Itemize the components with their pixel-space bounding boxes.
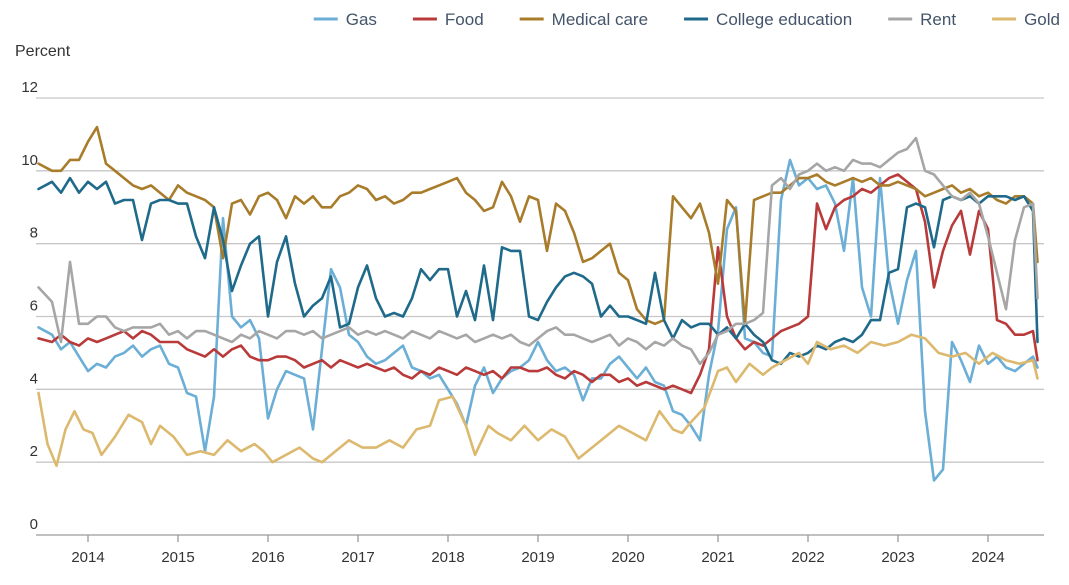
series-lines — [37, 125, 1039, 482]
x-tick-label: 2019 — [521, 549, 554, 566]
legend-item-food: Food — [412, 10, 484, 29]
series-line-rent — [37, 136, 1039, 366]
x-tick-label: 2016 — [251, 549, 284, 566]
x-tick-label: 2023 — [881, 549, 914, 566]
y-tick-label: 8 — [30, 225, 38, 242]
x-tick-label: 2024 — [971, 549, 1004, 566]
axes: 2014 2015 2016 2017 2018 2019 2020 2021 2022 2023… — [36, 534, 1044, 566]
legend-label: Medical care — [552, 10, 648, 29]
series-line-food — [37, 173, 1039, 395]
legend-item-gold: Gold — [992, 10, 1060, 29]
x-tick-label: 2017 — [341, 549, 374, 566]
y-tick-label: 12 — [21, 79, 38, 96]
series-line-gas — [37, 158, 1039, 482]
x-tick-label: 2021 — [701, 549, 734, 566]
series-line-college-education — [37, 176, 1039, 366]
legend-label: Gas — [346, 10, 377, 29]
legend: Gas Food Medical care College education Rent… — [313, 10, 1060, 29]
y-tick-label: 6 — [30, 298, 38, 315]
x-tick-label: 2014 — [71, 549, 104, 566]
x-tick-label: 2015 — [161, 549, 194, 566]
y-tick-label: 4 — [30, 370, 38, 387]
legend-label: Gold — [1024, 10, 1060, 29]
legend-label: College education — [716, 10, 852, 29]
legend-label: Rent — [920, 10, 956, 29]
legend-item-gas: Gas — [313, 10, 377, 29]
legend-item-rent: Rent — [888, 10, 956, 29]
x-tick-label: 2022 — [791, 549, 824, 566]
legend-item-medical-care: Medical care — [519, 10, 648, 29]
legend-item-college-education: College education — [684, 10, 852, 29]
legend-label: Food — [445, 10, 484, 29]
y-axis-label: Percent — [15, 43, 71, 60]
series-line-medical-care — [37, 125, 1039, 326]
y-tick-label: 10 — [21, 152, 38, 169]
y-tick-label: 2 — [30, 443, 38, 460]
gridlines: 0 2 4 6 8 10 12 — [21, 79, 1044, 533]
y-tick-label: 0 — [30, 516, 38, 533]
series-line-gold — [37, 333, 1039, 468]
x-tick-label: 2018 — [431, 549, 464, 566]
x-tick-label: 2020 — [611, 549, 644, 566]
